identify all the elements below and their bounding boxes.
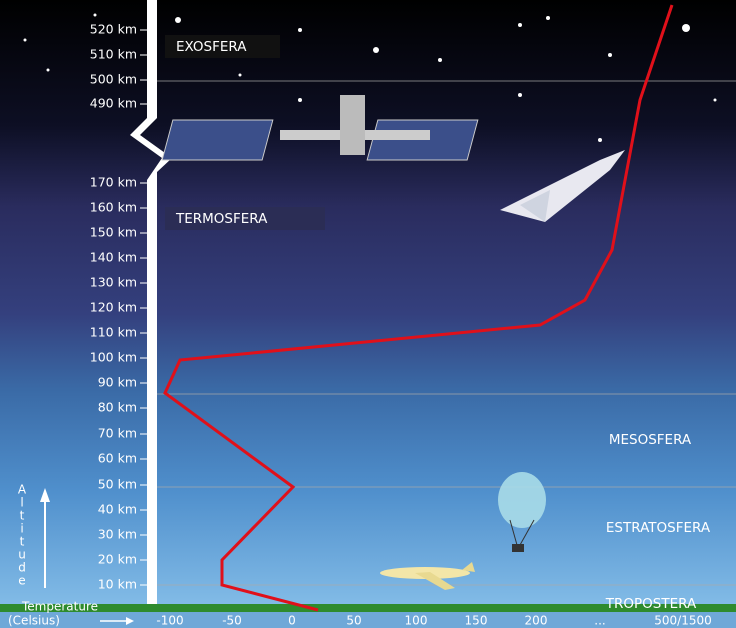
temperature-title: Temperature bbox=[21, 600, 98, 614]
temperature-label: 100 bbox=[405, 614, 428, 628]
altitude-label: 490 km bbox=[90, 96, 137, 111]
altitude-label: 140 km bbox=[90, 250, 137, 265]
altitude-title-letter: l bbox=[20, 496, 23, 510]
altitude-label: 80 km bbox=[98, 400, 137, 415]
temperature-label: 50 bbox=[346, 614, 361, 628]
layer-label: TERMOSFERA bbox=[175, 211, 268, 227]
altitude-label: 170 km bbox=[90, 175, 137, 190]
altitude-label: 50 km bbox=[98, 477, 137, 492]
altitude-label: 100 km bbox=[90, 350, 137, 365]
altitude-label: 150 km bbox=[90, 225, 137, 240]
atmosphere-diagram: EXOSFERA TERMOSFERA MESOSFERA ESTRATOSFE… bbox=[0, 0, 736, 628]
altitude-label: 500 km bbox=[90, 72, 137, 87]
altitude-label: 30 km bbox=[98, 527, 137, 542]
altitude-label: 520 km bbox=[90, 22, 137, 37]
temperature-label: 150 bbox=[465, 614, 488, 628]
altitude-title-letter: A bbox=[18, 483, 27, 497]
altitude-label: 70 km bbox=[98, 426, 137, 441]
temperature-label: -100 bbox=[156, 614, 183, 628]
altitude-label: 130 km bbox=[90, 275, 137, 290]
temperature-label: ... bbox=[594, 614, 605, 628]
temperature-label: 500/1500 bbox=[654, 614, 712, 628]
altitude-title-letter: u bbox=[18, 548, 26, 562]
temperature-axis-band bbox=[0, 612, 736, 628]
layer-label: MESOSFERA bbox=[609, 432, 692, 448]
altitude-label: 120 km bbox=[90, 300, 137, 315]
temperature-label: -50 bbox=[222, 614, 242, 628]
altitude-title-letter: e bbox=[18, 574, 25, 588]
temperature-label: 0 bbox=[288, 614, 296, 628]
altitude-title-letter: i bbox=[20, 522, 23, 536]
altitude-label: 10 km bbox=[98, 577, 137, 592]
temperature-unit: (Celsius) bbox=[8, 614, 60, 628]
altitude-title-letter: t bbox=[20, 509, 25, 523]
altitude-title-letter: t bbox=[20, 535, 25, 549]
layer-label: TROPOSTERA bbox=[605, 596, 697, 612]
altitude-label: 40 km bbox=[98, 502, 137, 517]
altitude-label: 160 km bbox=[90, 200, 137, 215]
altitude-label: 90 km bbox=[98, 375, 137, 390]
temperature-label: 200 bbox=[525, 614, 548, 628]
layer-label: EXOSFERA bbox=[176, 39, 247, 55]
altitude-title-letter: d bbox=[18, 561, 26, 575]
altitude-label: 510 km bbox=[90, 47, 137, 62]
layer-label: ESTRATOSFERA bbox=[606, 520, 711, 536]
altitude-label: 60 km bbox=[98, 451, 137, 466]
altitude-label: 110 km bbox=[90, 325, 137, 340]
altitude-label: 20 km bbox=[98, 552, 137, 567]
